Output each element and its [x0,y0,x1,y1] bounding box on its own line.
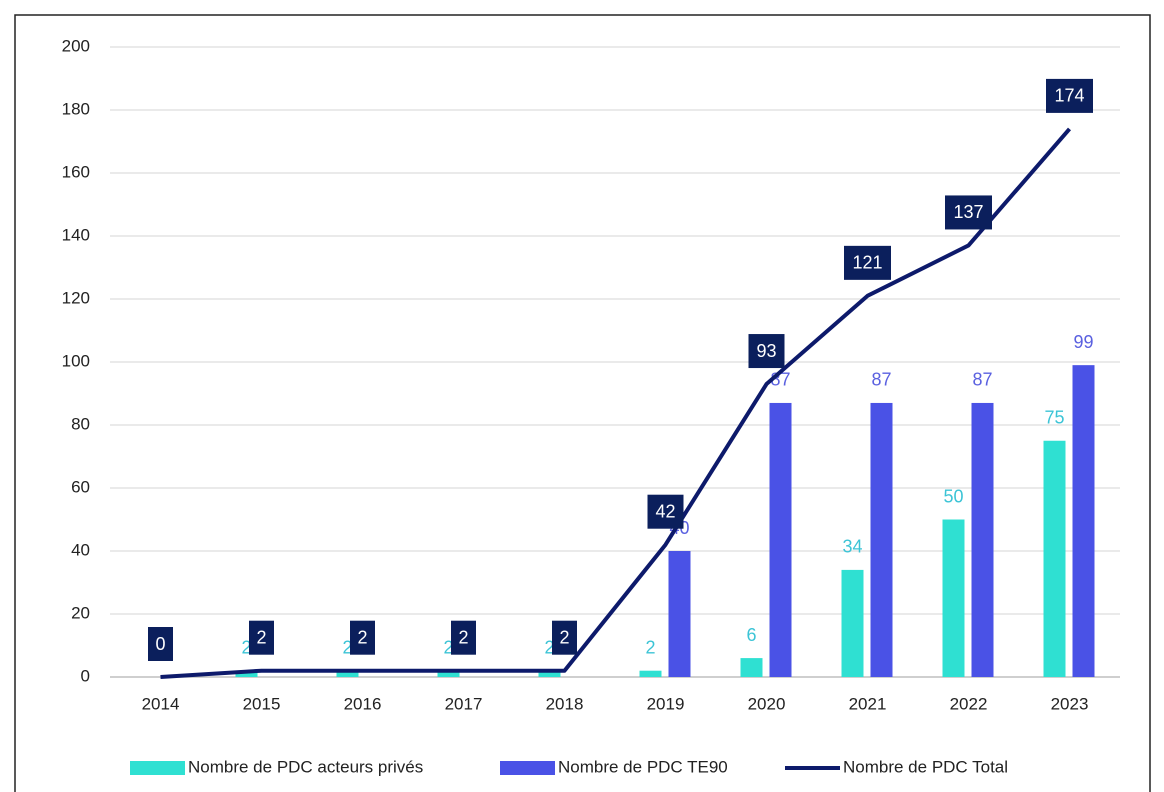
data-label: 174 [1054,86,1084,106]
y-tick-label: 40 [71,540,90,559]
data-label: 2 [256,627,266,647]
x-tick-label: 2015 [243,694,281,713]
x-tick-label: 2018 [546,694,584,713]
data-label: 50 [943,486,963,506]
bar [841,569,864,677]
data-label: 2 [342,637,352,657]
data-label-box [647,494,684,529]
bar [769,402,792,677]
data-label: 2 [645,637,655,657]
bar [235,670,258,677]
bar [740,658,763,677]
legend-swatch [130,761,185,775]
data-label: 6 [746,625,756,645]
line [160,127,1072,679]
data-label-box [350,620,375,655]
data-label: 2 [357,627,367,647]
data-label-box [148,627,173,661]
y-tick-label: 60 [71,477,90,496]
data-label: 34 [842,537,862,557]
data-label-box [844,245,891,280]
data-label: 42 [655,501,675,521]
data-label: 2 [559,627,569,647]
y-tick-label: 140 [62,225,90,244]
data-label: 121 [852,253,882,273]
y-tick-label: 80 [71,414,90,433]
data-label: 2 [241,637,251,657]
legend-label: Nombre de PDC acteurs privés [188,757,423,776]
x-tick-label: 2019 [647,694,685,713]
data-label: 87 [871,370,891,390]
y-tick-label: 100 [62,351,90,370]
y-tick-label: 20 [71,603,90,622]
y-tick-label: 180 [62,99,90,118]
bar [538,670,561,677]
bar [942,519,965,677]
bar [870,402,893,677]
bar [639,670,662,677]
x-tick-label: 2021 [849,694,887,713]
data-label: 75 [1044,408,1064,428]
frame [14,14,1151,792]
data-label-box [1046,78,1093,113]
data-label-box [748,334,785,369]
data-label-box [945,195,992,230]
data-label: 2 [443,637,453,657]
legend-label: Nombre de PDC TE90 [558,757,728,776]
x-tick-label: 2023 [1051,694,1089,713]
data-label: 0 [155,634,165,654]
y-tick-label: 120 [62,288,90,307]
bar [971,402,994,677]
data-label: 87 [972,370,992,390]
y-tick-label: 200 [62,36,90,55]
data-label-box [249,620,274,655]
bar [1043,440,1066,677]
y-tick-label: 160 [62,162,90,181]
data-label: 2 [544,637,554,657]
data-label: 137 [953,202,983,222]
bar [1072,365,1095,677]
x-tick-label: 2020 [748,694,786,713]
x-tick-label: 2022 [950,694,988,713]
data-label: 2 [458,627,468,647]
data-label: 99 [1073,332,1093,352]
bar [336,670,359,677]
x-tick-label: 2014 [142,694,180,713]
y-tick-label: 0 [81,666,90,685]
legend-label: Nombre de PDC Total [843,757,1008,776]
data-label-box [451,620,476,655]
bar [437,670,460,677]
legend-swatch [500,761,555,775]
x-tick-label: 2016 [344,694,382,713]
bar [668,551,691,677]
data-label-box [552,620,577,655]
x-tick-label: 2017 [445,694,483,713]
data-label: 93 [756,341,776,361]
